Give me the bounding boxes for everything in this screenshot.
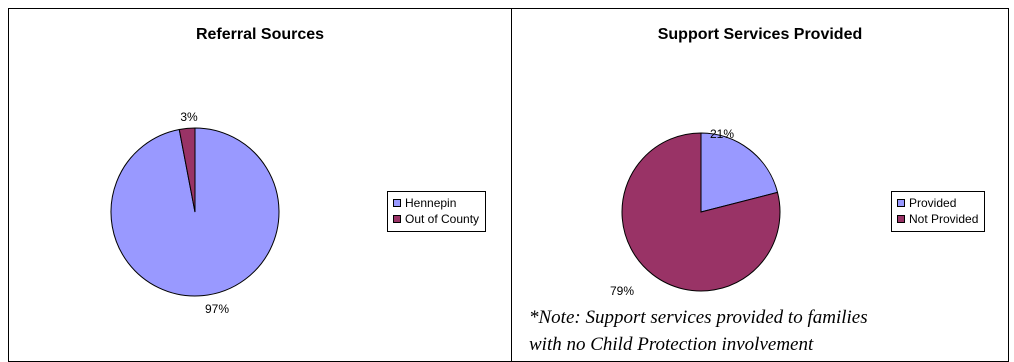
legend-item-provided: Provided — [897, 195, 978, 211]
legend-item-hennepin: Hennepin — [393, 195, 479, 211]
pie-slice-provided — [700, 132, 779, 213]
footnote: *Note: Support services provided to fami… — [529, 304, 868, 358]
support-services-chart: Support Services Provided 21% 79% Provide… — [511, 8, 1009, 362]
referral-sources-chart: Referral Sources 97% 3% Hennepin Out of C… — [8, 8, 512, 362]
legend: Provided Not Provided — [891, 191, 986, 232]
slice-percent-label: 79% — [610, 284, 634, 298]
support-services-pie: 21% 79% — [610, 127, 781, 298]
slice-percent-label: 97% — [205, 302, 229, 316]
pie-slice-out-of-county — [178, 127, 196, 213]
pie-slice-not-provided — [621, 132, 781, 292]
footnote-line: with no Child Protection involvement — [529, 334, 814, 355]
legend: Hennepin Out of County — [387, 191, 487, 232]
legend-swatch — [393, 199, 401, 207]
referral-sources-pie: 97% 3% — [110, 110, 280, 316]
slice-percent-label: 3% — [180, 110, 198, 124]
footnote-line: *Note: Support services provided to fami… — [529, 307, 868, 328]
chart-title: Referral Sources — [195, 26, 325, 43]
legend-label: Hennepin — [405, 196, 457, 210]
legend-label: Out of County — [405, 212, 480, 226]
legend-label: Provided — [909, 196, 957, 210]
slice-percent-label: 21% — [710, 127, 734, 141]
chart-title: Support Services Provided — [657, 26, 863, 43]
legend-swatch — [393, 215, 401, 223]
legend-item-out-of-county: Out of County — [393, 211, 479, 227]
legend-swatch — [897, 199, 905, 207]
legend-label: Not Provided — [909, 212, 979, 226]
legend-swatch — [897, 215, 905, 223]
legend-item-not-provided: Not Provided — [897, 211, 978, 227]
